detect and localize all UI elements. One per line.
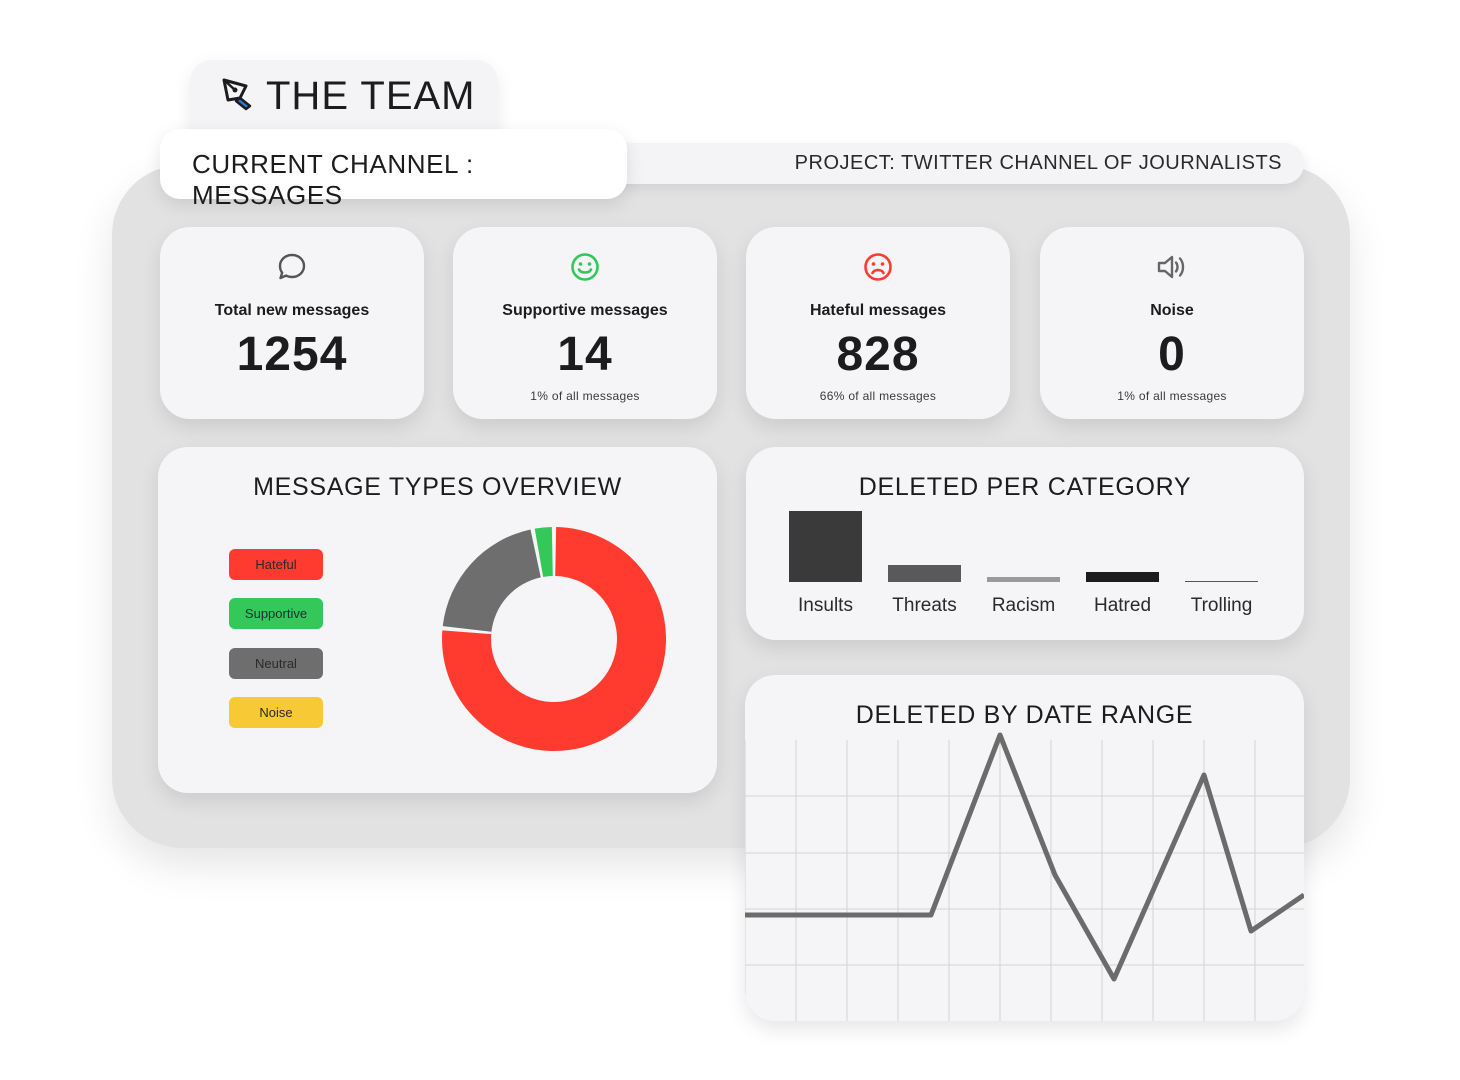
bar-label: Trolling: [1190, 595, 1253, 616]
stat-card-total[interactable]: Total new messages 1254: [160, 227, 424, 419]
stat-value: 828: [836, 328, 920, 381]
donut-slice-hateful[interactable]: [442, 527, 666, 751]
chat-bubble-icon: [160, 251, 424, 285]
bar-label: Hatred: [1093, 595, 1152, 616]
brand-tab[interactable]: THE TEAM: [190, 60, 498, 150]
stat-card-supportive[interactable]: Supportive messages 14 1% of all message…: [453, 227, 717, 419]
legend-label: Supportive: [244, 606, 308, 621]
legend-label: Neutral: [255, 656, 297, 671]
stat-sub: 66% of all messages: [819, 389, 937, 403]
smile-icon: [453, 251, 717, 285]
section-title: DELETED BY DATE RANGE: [855, 701, 1194, 729]
pen-tool-icon: [220, 76, 256, 117]
legend-noise[interactable]: Noise: [229, 697, 323, 728]
line-series: [745, 732, 1304, 982]
stat-value: 1254: [236, 328, 348, 381]
bar-label: Racism: [991, 595, 1056, 616]
bar-trolling[interactable]: [1185, 581, 1258, 582]
legend-label: Noise: [259, 705, 293, 720]
section-title: MESSAGE TYPES OVERVIEW: [253, 473, 622, 501]
speaker-icon: [1040, 251, 1304, 285]
deleted-per-category-card: DELETED PER CATEGORY Insults Threats Racis…: [746, 447, 1304, 640]
line-chart: [745, 732, 1304, 1021]
channel-label: CURRENT CHANNEL : MESSAGES: [192, 149, 474, 210]
stat-value: 0: [1158, 328, 1186, 381]
stat-card-noise[interactable]: Noise 0 1% of all messages: [1040, 227, 1304, 419]
stat-card-hateful[interactable]: Hateful messages 828 66% of all messages: [746, 227, 1010, 419]
stat-label: Supportive messages: [502, 302, 668, 319]
bar-hatred[interactable]: [1086, 572, 1159, 582]
project-bar: PROJECT: TWITTER CHANNEL OF JOURNALISTS: [600, 143, 1304, 184]
deleted-by-date-card: DELETED BY DATE RANGE: [745, 675, 1304, 1021]
donut-slice-neutral[interactable]: [442, 529, 541, 632]
project-label: PROJECT: TWITTER CHANNEL OF JOURNALISTS: [794, 152, 1282, 174]
frown-icon: [746, 251, 1010, 285]
brand-title: THE TEAM: [266, 74, 476, 118]
bar-label: Threats: [892, 595, 957, 616]
stat-sub: 1% of all messages: [530, 389, 640, 403]
legend-neutral[interactable]: Neutral: [229, 648, 323, 679]
current-channel-selector[interactable]: CURRENT CHANNEL : MESSAGES: [160, 129, 627, 210]
bar-chart: Insults Threats Racism Hatred Trolling: [746, 447, 1304, 640]
legend-hateful[interactable]: Hateful: [229, 549, 323, 580]
bar-insults[interactable]: [789, 511, 862, 582]
legend-supportive[interactable]: Supportive: [229, 598, 323, 629]
stat-label: Total new messages: [214, 302, 370, 319]
bar-racism[interactable]: [987, 577, 1060, 582]
legend-label: Hateful: [255, 557, 297, 572]
stat-label: Hateful messages: [809, 302, 947, 319]
stat-value: 14: [557, 328, 613, 381]
bar-threats[interactable]: [888, 565, 961, 582]
message-types-card: MESSAGE TYPES OVERVIEW Hateful Supportiv…: [158, 447, 717, 793]
donut-chart: [442, 527, 666, 751]
stat-label: Noise: [1150, 302, 1194, 319]
bar-label: Insults: [798, 595, 853, 616]
stat-sub: 1% of all messages: [1117, 389, 1227, 403]
donut-slice-supportive[interactable]: [534, 527, 553, 577]
section-title: DELETED PER CATEGORY: [858, 473, 1192, 501]
